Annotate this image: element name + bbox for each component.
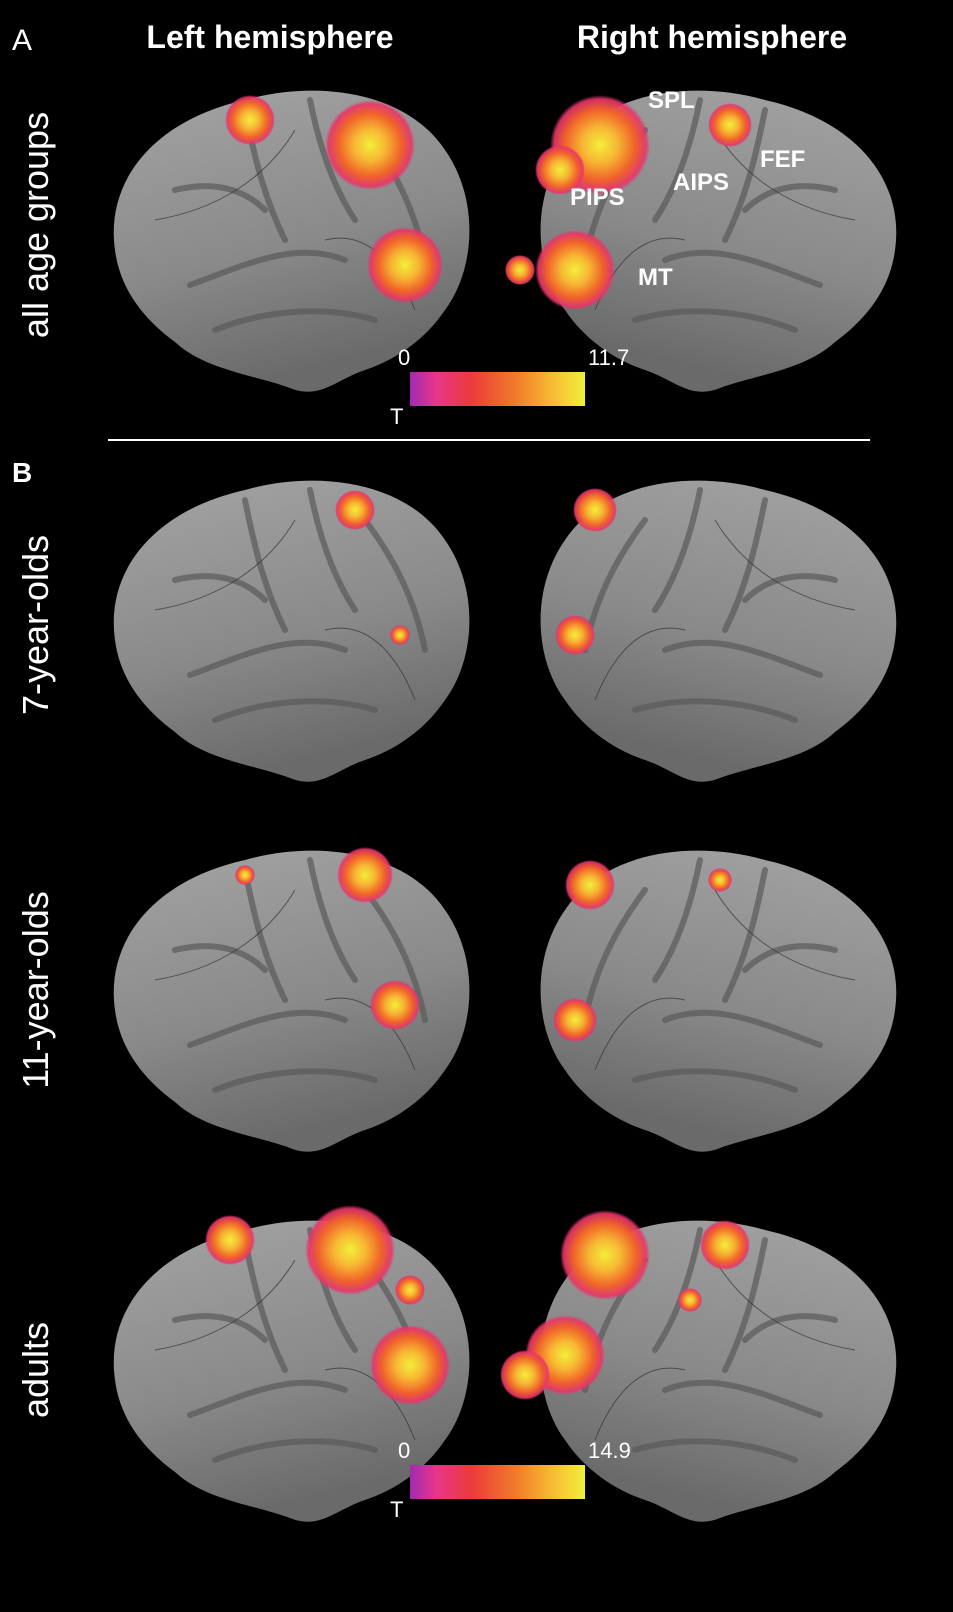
row-label: 11-year-olds (15, 891, 56, 1088)
panel-letter: B (12, 457, 32, 488)
activations (205, 95, 752, 1405)
colorbar-label: T (390, 404, 403, 429)
row-label: 7-year-olds (15, 535, 56, 715)
column-heading: Right hemisphere (577, 19, 847, 55)
colorbar-max: 11.7 (588, 345, 629, 370)
panel-letter: A (12, 24, 32, 57)
region-label: SPL (648, 87, 695, 114)
row-label: all age groups (15, 112, 56, 338)
brains (114, 91, 897, 1522)
region-label: AIPS (673, 169, 729, 196)
colorbar-min: 0 (398, 1438, 410, 1463)
region-label: FEF (760, 146, 805, 173)
region-label: PIPS (570, 184, 625, 211)
region-label: MT (638, 264, 673, 291)
colorbar-label: T (390, 1497, 403, 1522)
row-label: adults (15, 1322, 56, 1418)
colorbar (410, 372, 585, 406)
column-heading: Left hemisphere (146, 19, 393, 55)
colorbar-max: 14.9 (588, 1438, 631, 1463)
colorbar (410, 1465, 585, 1499)
colorbar-min: 0 (398, 345, 410, 370)
